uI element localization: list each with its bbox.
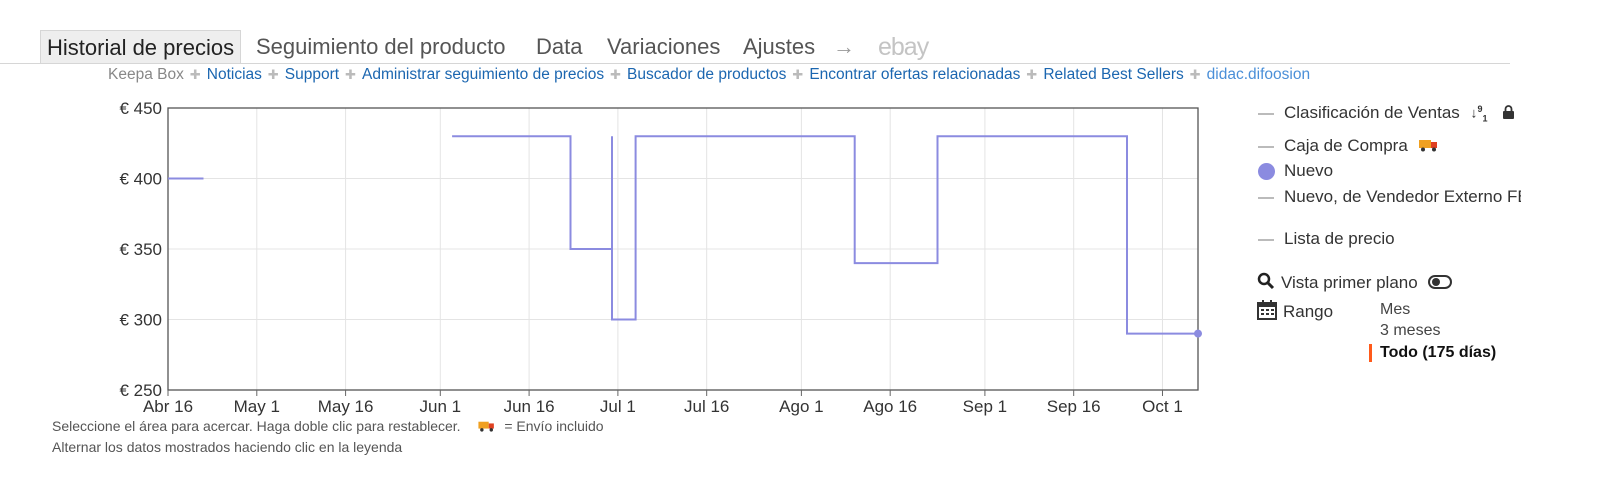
legend-line-marker	[1258, 238, 1274, 241]
truck-icon	[1418, 137, 1439, 157]
toggle-icon[interactable]	[1428, 274, 1453, 294]
chart-hint-text: Seleccione el área para acercar. Haga do…	[52, 418, 461, 434]
link-product-finder[interactable]: Buscador de productos	[627, 66, 787, 83]
series-line-new	[452, 135, 1198, 335]
legend-label: Clasificación de Ventas	[1284, 103, 1460, 122]
y-tick-label: € 450	[119, 99, 162, 118]
arrow-icon: →	[833, 34, 855, 59]
plus-separator-icon: ✚	[1026, 67, 1038, 82]
legend-line-marker	[1258, 112, 1274, 115]
links-bar: Keepa Box ✚ Noticias ✚ Support ✚ Administrar s…	[108, 66, 1310, 88]
legend-line-marker	[1258, 196, 1274, 199]
sort-icon[interactable]: ↓91	[1470, 103, 1488, 124]
tab-ebay[interactable]: ebay	[878, 33, 929, 61]
y-tick-label: € 300	[119, 311, 162, 330]
tab-data[interactable]: Data	[536, 34, 583, 59]
link-related-deals[interactable]: Encontrar ofertas relacionadas	[809, 66, 1021, 83]
x-axis: Abr 16 May 1 May 16 Jun 1 Jun 16 Jul 1 Jul 16 A…	[143, 390, 1183, 416]
legend-buy-box[interactable]: Caja de Compra	[1258, 136, 1439, 157]
link-user-account[interactable]: didac.difoosion	[1206, 66, 1311, 83]
x-tick-label: May 1	[234, 397, 280, 416]
y-tick-label: € 250	[119, 381, 162, 400]
x-tick-label: May 16	[318, 397, 374, 416]
series-new	[168, 135, 1202, 338]
range-label: Rango	[1283, 301, 1334, 321]
legend-dot-marker	[1258, 163, 1275, 181]
link-support[interactable]: Support	[284, 66, 340, 83]
plus-separator-icon: ✚	[610, 67, 621, 82]
y-tick-label: € 400	[119, 170, 162, 189]
plus-separator-icon: ✚	[345, 67, 356, 82]
close-view-label: Vista primer plano	[1281, 272, 1418, 292]
price-history-chart[interactable]: € 250 € 300 € 350 € 400 € 450 Abr 16 May 1 May…	[0, 0, 1240, 420]
y-axis: € 250 € 300 € 350 € 400 € 450	[119, 99, 162, 400]
plus-separator-icon: ✚	[267, 67, 279, 82]
plus-separator-icon: ✚	[189, 67, 201, 82]
x-tick-label: Jun 1	[420, 397, 462, 416]
search-icon	[1257, 272, 1275, 295]
legend-sales-rank[interactable]: Clasificación de Ventas ↓91	[1258, 103, 1515, 124]
range-option-all[interactable]: Todo (175 días)	[1369, 344, 1496, 362]
x-tick-label: Sep 16	[1047, 397, 1101, 416]
y-tick-label: € 350	[119, 240, 162, 259]
truck-icon	[478, 419, 496, 435]
legend-label: Nuevo, de Vendedor Externo FBA	[1284, 187, 1521, 206]
link-manage-tracking[interactable]: Administrar seguimiento de precios	[362, 66, 605, 83]
tab-bar: Historial de precios Seguimiento del pro…	[0, 30, 1510, 64]
link-news[interactable]: Noticias	[206, 66, 262, 83]
tab-product-tracking[interactable]: Seguimiento del producto	[256, 34, 506, 59]
legend-label: Lista de precio	[1284, 229, 1395, 248]
close-view-toggle[interactable]: Vista primer plano	[1257, 272, 1453, 295]
calendar-icon	[1257, 300, 1277, 325]
legend-new[interactable]: Nuevo	[1258, 161, 1333, 181]
legend-new-fba[interactable]: Nuevo, de Vendedor Externo FBA	[1258, 187, 1521, 207]
x-tick-label: Sep 1	[963, 397, 1007, 416]
link-keepa-box[interactable]: Keepa Box	[108, 66, 184, 83]
range-option-3-months[interactable]: 3 meses	[1380, 322, 1441, 339]
chart-grid	[167, 107, 1199, 391]
lock-icon[interactable]	[1502, 104, 1515, 124]
tab-variations[interactable]: Variaciones	[607, 34, 721, 59]
plus-separator-icon: ✚	[792, 67, 804, 82]
x-tick-label: Ago 1	[779, 397, 823, 416]
shipping-note: = Envío incluido	[504, 418, 604, 434]
plus-separator-icon: ✚	[1189, 67, 1201, 82]
range-option-month[interactable]: Mes	[1380, 301, 1411, 318]
range-header: Rango	[1257, 300, 1333, 325]
x-tick-label: Jul 16	[684, 397, 729, 416]
tab-price-history[interactable]: Historial de precios	[40, 30, 242, 63]
plot-frame	[167, 107, 1199, 391]
legend-list-price[interactable]: Lista de precio	[1258, 229, 1395, 249]
tab-settings[interactable]: Ajustes	[743, 34, 816, 59]
link-related-best-sellers[interactable]: Related Best Sellers	[1043, 66, 1184, 83]
legend-hint: Alternar los datos mostrados haciendo cl…	[52, 439, 403, 455]
legend-label: Nuevo	[1284, 161, 1334, 180]
x-tick-label: Oct 1	[1142, 397, 1183, 416]
x-tick-label: Abr 16	[143, 397, 193, 416]
series-end-point	[1194, 329, 1202, 338]
x-tick-label: Jun 16	[504, 397, 555, 416]
chart-hint: Seleccione el área para acercar. Haga do…	[52, 418, 604, 435]
x-tick-label: Jul 1	[600, 397, 636, 416]
legend-label: Caja de Compra	[1284, 136, 1408, 155]
x-tick-label: Ago 16	[863, 397, 917, 416]
legend-line-marker	[1258, 145, 1274, 148]
